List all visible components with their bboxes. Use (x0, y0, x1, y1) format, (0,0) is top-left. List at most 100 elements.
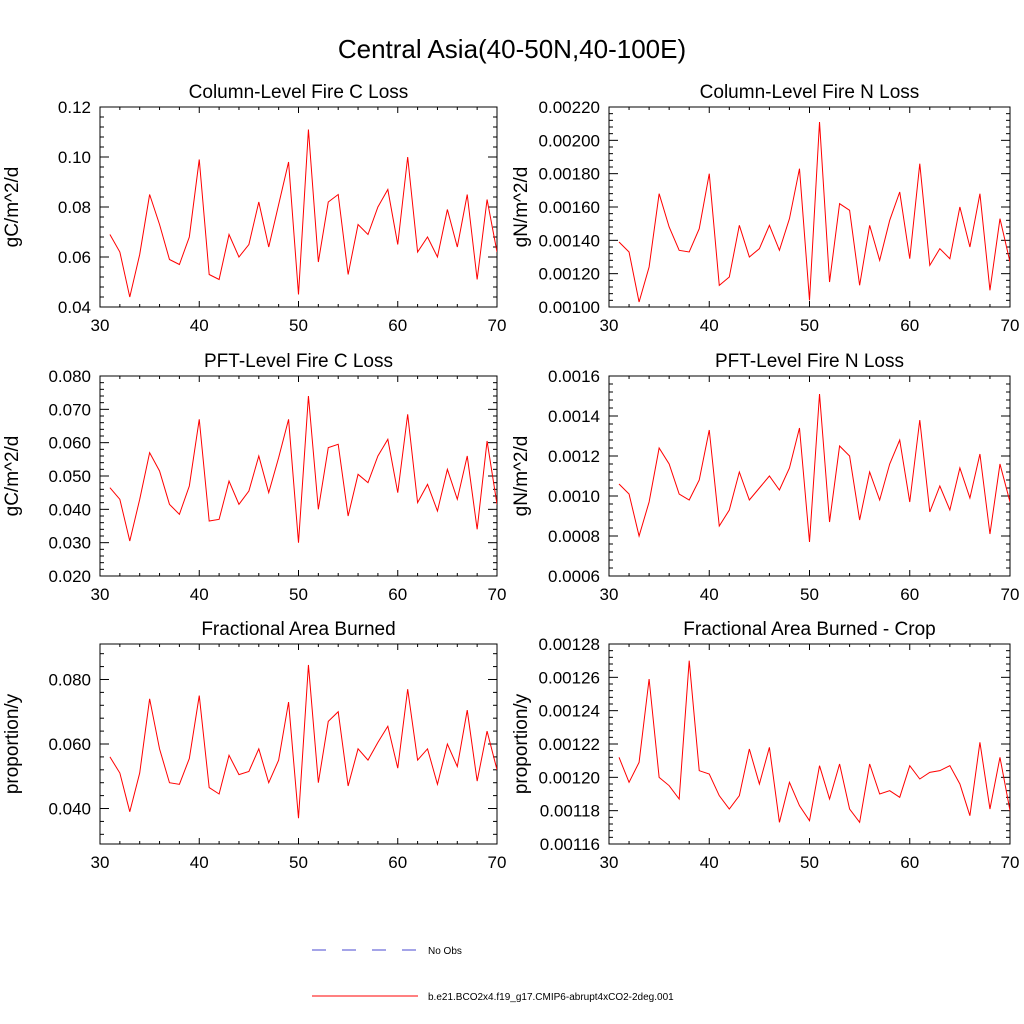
panel-title: PFT-Level Fire C Loss (204, 351, 393, 372)
y-tick-label: 0.00160 (539, 198, 600, 217)
x-tick-label: 70 (488, 316, 507, 335)
chart-panel-1: Column-Level Fire C Loss gC/m^2/d 30 40 50 60… (2, 82, 506, 335)
legend-label-no-obs: No Obs (428, 946, 462, 957)
chart-panel-4: PFT-Level Fire N Loss gN/m^2/d 30 40 50 60 70 0… (511, 351, 1019, 604)
plot-frame (99, 375, 498, 577)
chart-panel-6: Fractional Area Burned - Crop proportion/… (511, 619, 1019, 872)
x-tick-label: 70 (1001, 853, 1020, 872)
y-axis-label: proportion/y (2, 693, 23, 794)
legend: No Obs b.e21.BCO2x4.f19_g17.CMIP6-abrupt… (312, 946, 674, 1003)
y-tick-label: 0.00128 (539, 635, 600, 654)
x-tick-label: 30 (600, 585, 619, 604)
y-tick-label: 0.06 (58, 248, 91, 267)
x-tick-label: 50 (289, 853, 308, 872)
panel-title: Fractional Area Burned - Crop (683, 619, 935, 640)
y-axis-label: gN/m^2/d (511, 167, 532, 248)
x-tick-label: 30 (600, 853, 619, 872)
y-tick-label: 0.070 (48, 400, 91, 419)
y-tick-label: 0.00118 (540, 802, 600, 821)
y-tick-label: 0.050 (48, 467, 91, 486)
x-tick-label: 30 (91, 585, 110, 604)
y-tick-label: 0.00124 (539, 702, 600, 721)
y-tick-label: 0.020 (48, 567, 91, 586)
y-axis-label: gC/m^2/d (2, 436, 23, 517)
y-axis-label: proportion/y (511, 693, 532, 794)
x-tick-label: 40 (700, 316, 719, 335)
y-tick-label: 0.04 (58, 298, 91, 317)
series-line-1 (109, 129, 497, 298)
y-tick-label: 0.080 (48, 367, 91, 386)
panel-title: Fractional Area Burned (201, 619, 395, 640)
y-tick-label: 0.030 (48, 534, 91, 553)
y-tick-label: 0.00100 (539, 298, 600, 317)
y-tick-label: 0.0006 (548, 567, 600, 586)
plot-frame (608, 643, 1011, 845)
chart-panel-2: Column-Level Fire N Loss gN/m^2/d 30 40 50 60… (511, 82, 1019, 335)
y-tick-label: 0.060 (48, 735, 91, 754)
y-tick-label: 0.00120 (539, 265, 600, 284)
x-tick-label: 60 (388, 853, 407, 872)
y-tick-label: 0.00220 (539, 98, 600, 117)
y-tick-label: 0.080 (48, 670, 91, 689)
x-tick-label: 40 (700, 585, 719, 604)
x-tick-label: 40 (190, 585, 209, 604)
figure-title: Central Asia(40-50N,40-100E) (338, 34, 686, 64)
y-tick-label: 0.00116 (540, 835, 600, 854)
series-line-1 (109, 664, 497, 819)
series-line-1 (109, 395, 497, 543)
x-tick-label: 70 (1001, 585, 1020, 604)
y-tick-label: 0.040 (48, 800, 91, 819)
x-tick-label: 30 (600, 316, 619, 335)
panel-title: PFT-Level Fire N Loss (715, 351, 904, 372)
y-tick-label: 0.00200 (539, 131, 600, 150)
y-tick-label: 0.08 (58, 198, 91, 217)
series-line-1 (618, 121, 1010, 303)
x-tick-label: 30 (91, 853, 110, 872)
y-tick-label: 0.10 (58, 148, 91, 167)
plot-frame (99, 106, 498, 308)
x-tick-label: 40 (190, 316, 209, 335)
plot-frame (608, 375, 1011, 577)
chart-panel-3: PFT-Level Fire C Loss gC/m^2/d 30 40 50 60 70 0… (2, 351, 506, 604)
x-tick-label: 50 (800, 853, 819, 872)
x-tick-label: 60 (900, 853, 919, 872)
plot-frame (608, 106, 1011, 308)
x-tick-label: 50 (800, 316, 819, 335)
x-tick-label: 40 (700, 853, 719, 872)
y-axis-label: gC/m^2/d (2, 167, 23, 248)
x-tick-label: 60 (900, 585, 919, 604)
x-tick-label: 70 (1001, 316, 1020, 335)
y-tick-label: 0.00180 (539, 165, 600, 184)
series-line-1 (618, 660, 1010, 824)
panels: Column-Level Fire C Loss gC/m^2/d 30 40 50 60… (2, 82, 1019, 872)
legend-label-model: b.e21.BCO2x4.f19_g17.CMIP6-abrupt4xCO2-2… (428, 992, 674, 1003)
y-tick-label: 0.0008 (548, 527, 600, 546)
x-tick-label: 40 (190, 853, 209, 872)
y-tick-label: 0.00140 (539, 231, 600, 250)
y-tick-label: 0.00122 (539, 735, 600, 754)
y-tick-label: 0.0010 (548, 487, 600, 506)
x-tick-label: 60 (388, 316, 407, 335)
y-tick-label: 0.12 (58, 98, 91, 117)
x-tick-label: 60 (388, 585, 407, 604)
panel-title: Column-Level Fire N Loss (700, 82, 920, 103)
x-tick-label: 30 (91, 316, 110, 335)
x-tick-label: 50 (800, 585, 819, 604)
series-line-1 (618, 393, 1010, 543)
panel-title: Column-Level Fire C Loss (189, 82, 409, 103)
x-tick-label: 70 (488, 853, 507, 872)
x-tick-label: 60 (900, 316, 919, 335)
x-tick-label: 50 (289, 585, 308, 604)
y-axis-label: gN/m^2/d (511, 436, 532, 517)
chart-panel-5: Fractional Area Burned proportion/y 30 40 50… (2, 619, 506, 872)
y-tick-label: 0.060 (48, 434, 91, 453)
x-tick-label: 50 (289, 316, 308, 335)
y-tick-label: 0.040 (48, 500, 91, 519)
y-tick-label: 0.0012 (548, 447, 600, 466)
y-tick-label: 0.00126 (539, 668, 600, 687)
y-tick-label: 0.0014 (548, 407, 600, 426)
x-tick-label: 70 (488, 585, 507, 604)
y-tick-label: 0.0016 (548, 367, 600, 386)
y-tick-label: 0.00120 (539, 768, 600, 787)
